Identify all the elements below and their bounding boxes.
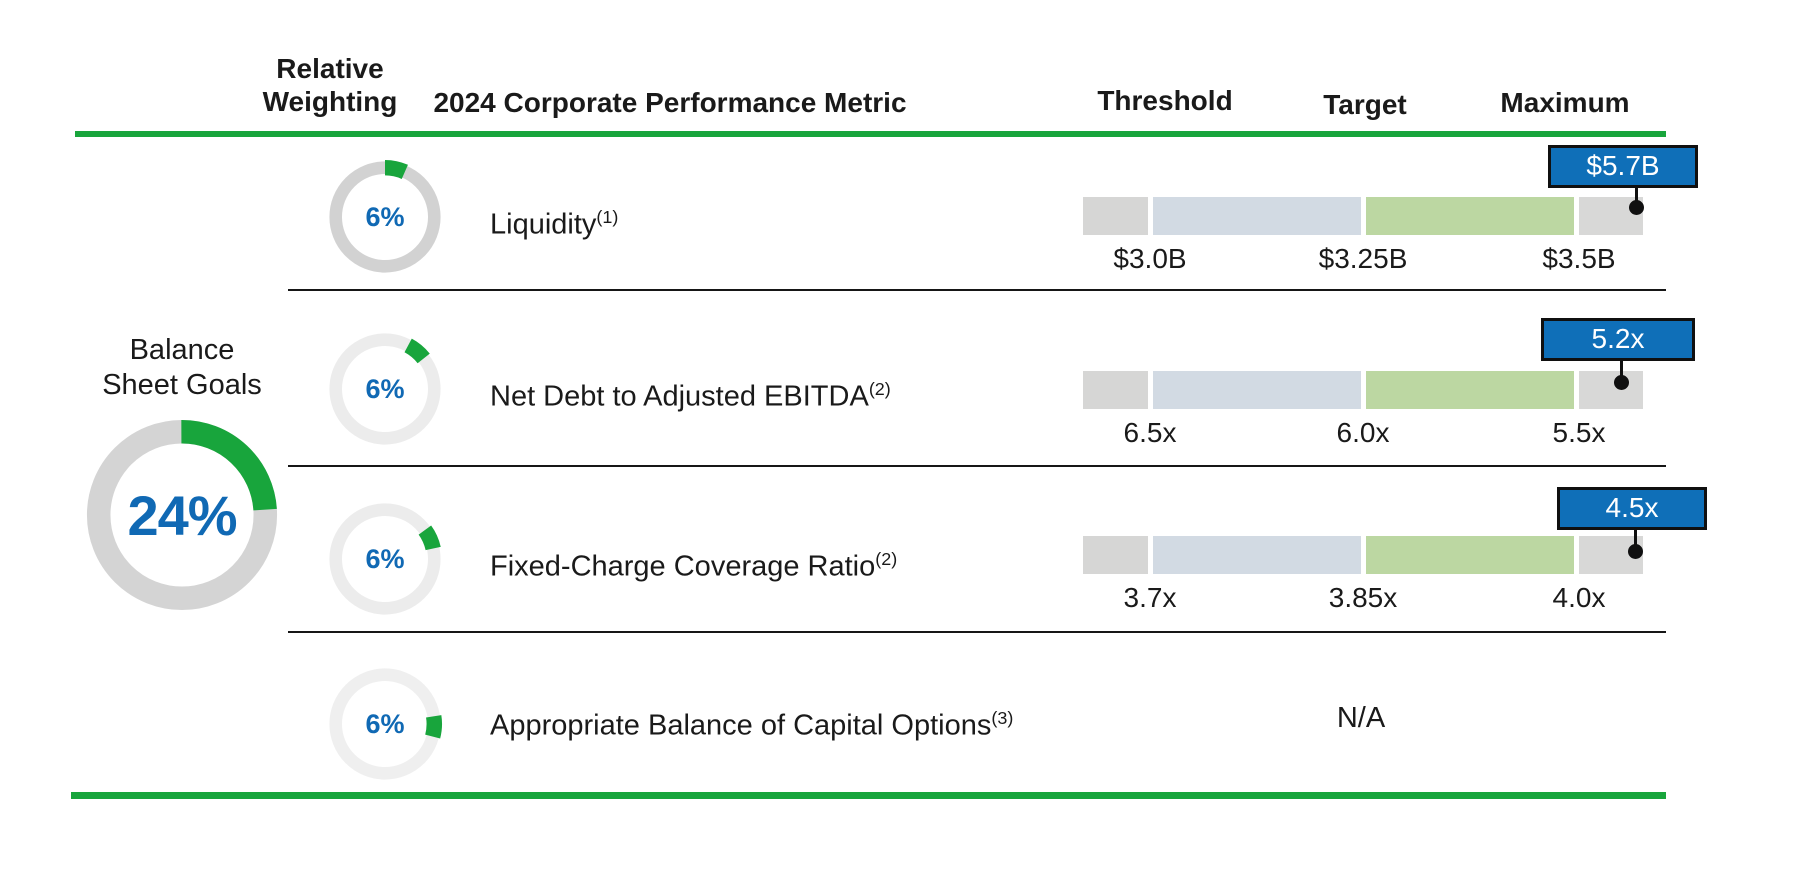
row3-segment-below-threshold bbox=[1083, 536, 1148, 574]
donut-arc-green bbox=[327, 501, 443, 617]
row4-metric-text: Appropriate Balance of Capital Options bbox=[490, 709, 992, 742]
group-weight-value: 24% bbox=[127, 483, 237, 547]
row-separator-3 bbox=[288, 631, 1666, 633]
row-separator-2 bbox=[288, 465, 1666, 467]
row1-segment-below-threshold bbox=[1083, 197, 1148, 235]
donut-arc-green bbox=[327, 666, 443, 782]
donut-ring bbox=[329, 503, 441, 615]
row3-metric-label: Fixed-Charge Coverage Ratio(2) bbox=[490, 539, 898, 583]
row2-segment-below-threshold bbox=[1083, 371, 1148, 409]
donut-arc-green bbox=[327, 159, 443, 275]
row3-target-tick: 3.85x bbox=[1328, 582, 1398, 613]
col-header-threshold: Threshold bbox=[1097, 85, 1233, 116]
row1-scale-bar bbox=[1083, 197, 1643, 235]
group-label-line1: Balance bbox=[129, 334, 235, 366]
row2-segment-threshold bbox=[1153, 371, 1361, 409]
row4-na-value: N/A bbox=[1336, 702, 1386, 734]
bottom-rule bbox=[71, 792, 1666, 799]
row2-segment-target bbox=[1366, 371, 1574, 409]
row3-maximum-tick: 4.0x bbox=[1552, 582, 1606, 613]
group-weight-donut: 24% bbox=[84, 417, 280, 613]
row2-metric-label: Net Debt to Adjusted EBITDA(2) bbox=[490, 369, 891, 413]
row2-target-tick: 6.0x bbox=[1336, 417, 1390, 448]
header-rule bbox=[75, 131, 1666, 137]
row4-footnote: (3) bbox=[991, 708, 1014, 728]
row3-segment-target bbox=[1366, 536, 1574, 574]
donut-chart-6pct bbox=[327, 666, 443, 782]
row2-actual-callout: 5.2x bbox=[1541, 318, 1695, 361]
row3-callout-connector bbox=[1634, 528, 1637, 550]
row3-actual-marker-dot bbox=[1628, 544, 1643, 559]
row2-weight-value: 6% bbox=[365, 373, 405, 404]
row4-metric-label: Appropriate Balance of Capital Options(3… bbox=[490, 698, 1014, 742]
row1-target-tick: $3.25B bbox=[1318, 243, 1408, 274]
group-label: Balance Sheet Goals bbox=[57, 333, 307, 403]
col-header-metric: 2024 Corporate Performance Metric bbox=[433, 87, 907, 118]
col-header-relative-weighting-line2: Weighting bbox=[262, 86, 398, 117]
row2-segment-maximum bbox=[1579, 371, 1643, 409]
col-header-relative-weighting-line1: Relative bbox=[276, 53, 384, 84]
row1-segment-target bbox=[1366, 197, 1574, 235]
row1-weight-donut: 6% bbox=[327, 159, 443, 275]
row2-callout-connector bbox=[1620, 359, 1623, 381]
row4-weight-donut: 6% bbox=[327, 666, 443, 782]
col-header-relative-weighting: Relative Weighting bbox=[255, 52, 405, 118]
row2-footnote: (2) bbox=[868, 379, 891, 399]
row2-metric-text: Net Debt to Adjusted EBITDA bbox=[490, 380, 869, 413]
group-label-line2: Sheet Goals bbox=[102, 369, 262, 401]
row3-footnote: (2) bbox=[875, 549, 898, 569]
row3-weight-value: 6% bbox=[365, 543, 405, 574]
donut-chart-6pct bbox=[327, 331, 443, 447]
row3-scale-bar bbox=[1083, 536, 1643, 574]
row1-threshold-tick: $3.0B bbox=[1113, 243, 1187, 274]
donut-arc-green bbox=[327, 331, 443, 447]
row1-maximum-tick: $3.5B bbox=[1542, 243, 1616, 274]
row1-actual-callout: $5.7B bbox=[1548, 145, 1698, 188]
row1-callout-connector bbox=[1635, 186, 1638, 208]
donut-ring bbox=[329, 333, 441, 445]
row2-threshold-tick: 6.5x bbox=[1123, 417, 1177, 448]
row1-weight-value: 6% bbox=[365, 201, 405, 232]
row4-weight-value: 6% bbox=[365, 708, 405, 739]
row3-segment-threshold bbox=[1153, 536, 1361, 574]
donut-chart-24pct bbox=[86, 419, 278, 611]
col-header-maximum: Maximum bbox=[1500, 87, 1630, 118]
row3-metric-text: Fixed-Charge Coverage Ratio bbox=[490, 550, 876, 583]
col-header-target: Target bbox=[1323, 89, 1407, 120]
row1-actual-marker-dot bbox=[1629, 200, 1644, 215]
row3-threshold-tick: 3.7x bbox=[1123, 582, 1177, 613]
row1-footnote: (1) bbox=[596, 207, 619, 227]
row2-maximum-tick: 5.5x bbox=[1552, 417, 1606, 448]
row2-actual-marker-dot bbox=[1614, 375, 1629, 390]
row-separator-1 bbox=[288, 289, 1666, 291]
row1-metric-text: Liquidity bbox=[490, 208, 597, 241]
donut-chart-6pct bbox=[327, 501, 443, 617]
row3-actual-callout: 4.5x bbox=[1557, 487, 1707, 530]
donut-chart-6pct bbox=[327, 159, 443, 275]
row1-segment-threshold bbox=[1153, 197, 1361, 235]
row1-metric-label: Liquidity(1) bbox=[490, 197, 619, 241]
row3-weight-donut: 6% bbox=[327, 501, 443, 617]
donut-arc-green bbox=[86, 419, 278, 611]
row2-weight-donut: 6% bbox=[327, 331, 443, 447]
row2-scale-bar bbox=[1083, 371, 1643, 409]
